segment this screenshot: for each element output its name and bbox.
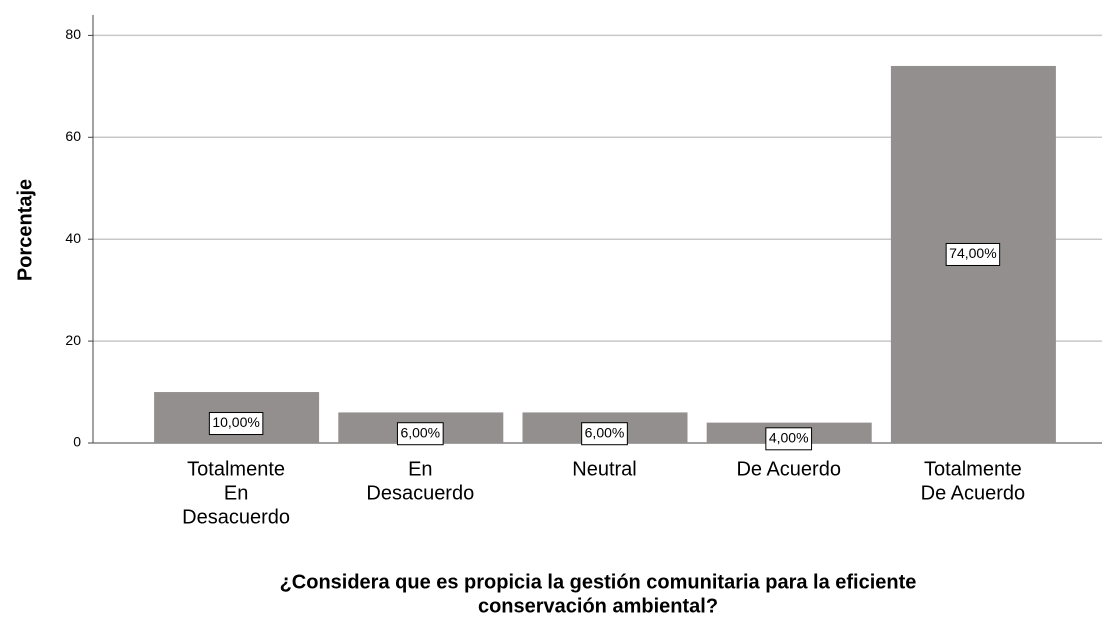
x-tick-label: Desacuerdo (182, 506, 290, 528)
value-label-box (945, 242, 1001, 266)
value-label: 4,00% (769, 430, 809, 446)
value-label: 6,00% (400, 424, 440, 440)
value-label-box (396, 422, 444, 446)
y-tick-label: 80 (65, 26, 81, 42)
x-tick-label: Totalmente (924, 458, 1022, 480)
x-axis-label: conservación ambiental? (478, 595, 718, 617)
value-label-box (208, 412, 264, 436)
value-label: 10,00% (212, 414, 259, 430)
x-tick-label: Desacuerdo (366, 482, 474, 504)
value-label: 74,00% (949, 245, 996, 261)
x-tick-label: De Acuerdo (736, 458, 841, 480)
x-axis-label: ¿Considera que es propicia la gestión co… (280, 571, 917, 593)
y-axis-label: Porcentaje (14, 179, 36, 281)
value-label-box (581, 422, 628, 446)
y-tick-label: 60 (65, 128, 81, 144)
value-label-box (765, 427, 813, 451)
value-label: 6,00% (585, 424, 625, 440)
x-tick-label: Neutral (572, 458, 636, 480)
y-tick-label: 20 (65, 332, 81, 348)
y-tick-label: 40 (65, 230, 81, 246)
y-tick-label: 0 (73, 434, 81, 450)
x-tick-label: Totalmente (187, 458, 285, 480)
x-tick-label: En (224, 482, 248, 504)
x-tick-label: En (408, 458, 432, 480)
x-tick-label: De Acuerdo (921, 482, 1026, 504)
